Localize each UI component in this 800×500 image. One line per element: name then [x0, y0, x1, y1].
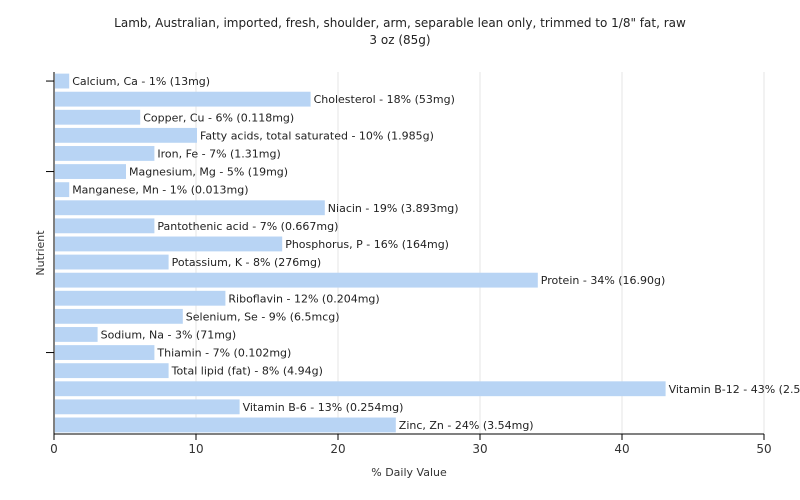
- bar: [55, 381, 666, 397]
- axes: 0 10 20 30 40 50: [46, 72, 772, 456]
- bar-label: Manganese, Mn - 1% (0.013mg): [72, 184, 248, 197]
- y-axis-title: Nutrient: [34, 230, 47, 276]
- bar: [55, 73, 70, 89]
- bar: [55, 363, 169, 379]
- bar-label: Cholesterol - 18% (53mg): [314, 93, 455, 106]
- x-tick-label: 10: [188, 442, 203, 456]
- bar: [55, 164, 126, 179]
- bar: [55, 345, 155, 360]
- bar-label: Sodium, Na - 3% (71mg): [101, 328, 237, 341]
- bar: [55, 109, 141, 125]
- bars: Calcium, Ca - 1% (13mg) Cholesterol - 18%…: [55, 73, 800, 433]
- bar: [55, 417, 396, 433]
- bar-label: Vitamin B-6 - 13% (0.254mg): [243, 401, 404, 414]
- bar: [55, 218, 155, 234]
- bar-label: Potassium, K - 8% (276mg): [172, 256, 322, 269]
- x-tick-label: 30: [472, 442, 487, 456]
- chart-subtitle: 3 oz (85g): [369, 33, 431, 47]
- bar-label: Phosphorus, P - 16% (164mg): [285, 238, 449, 251]
- bar: [55, 327, 98, 342]
- bar-label: Copper, Cu - 6% (0.118mg): [143, 111, 294, 124]
- bar: [55, 200, 325, 216]
- bar-label: Magnesium, Mg - 5% (19mg): [129, 166, 288, 179]
- bar: [55, 254, 169, 270]
- bar: [55, 127, 197, 143]
- bar-label: Protein - 34% (16.90g): [541, 274, 666, 287]
- bar: [55, 182, 70, 198]
- x-tick-label: 40: [614, 442, 629, 456]
- bar: [55, 290, 226, 306]
- bar-label: Fatty acids, total saturated - 10% (1.98…: [200, 129, 434, 142]
- bar: [55, 91, 311, 107]
- bar-label: Niacin - 19% (3.893mg): [328, 202, 459, 215]
- bar-label: Iron, Fe - 7% (1.31mg): [157, 147, 280, 160]
- chart-title: Lamb, Australian, imported, fresh, shoul…: [114, 16, 686, 30]
- x-tick-label: 20: [330, 442, 345, 456]
- bar-label: Zinc, Zn - 24% (3.54mg): [399, 419, 534, 432]
- bar: [55, 399, 240, 415]
- bar-label: Riboflavin - 12% (0.204mg): [228, 292, 379, 305]
- bar: [55, 146, 155, 161]
- x-tick-label: 50: [756, 442, 771, 456]
- bar-label: Selenium, Se - 9% (6.5mcg): [186, 310, 340, 323]
- grid-lines: [195, 72, 765, 434]
- bar-label: Pantothenic acid - 7% (0.667mg): [157, 220, 338, 233]
- x-axis-title: % Daily Value: [371, 466, 447, 479]
- bar-label: Vitamin B-12 - 43% (2.56mcg): [669, 383, 800, 396]
- bar-label: Calcium, Ca - 1% (13mg): [72, 75, 210, 88]
- bar-label: Total lipid (fat) - 8% (4.94g): [171, 365, 323, 378]
- bar: [55, 308, 183, 324]
- bar: [55, 272, 538, 288]
- bar-label: Thiamin - 7% (0.102mg): [156, 347, 291, 360]
- bar: [55, 236, 283, 252]
- x-tick-label: 0: [50, 442, 58, 456]
